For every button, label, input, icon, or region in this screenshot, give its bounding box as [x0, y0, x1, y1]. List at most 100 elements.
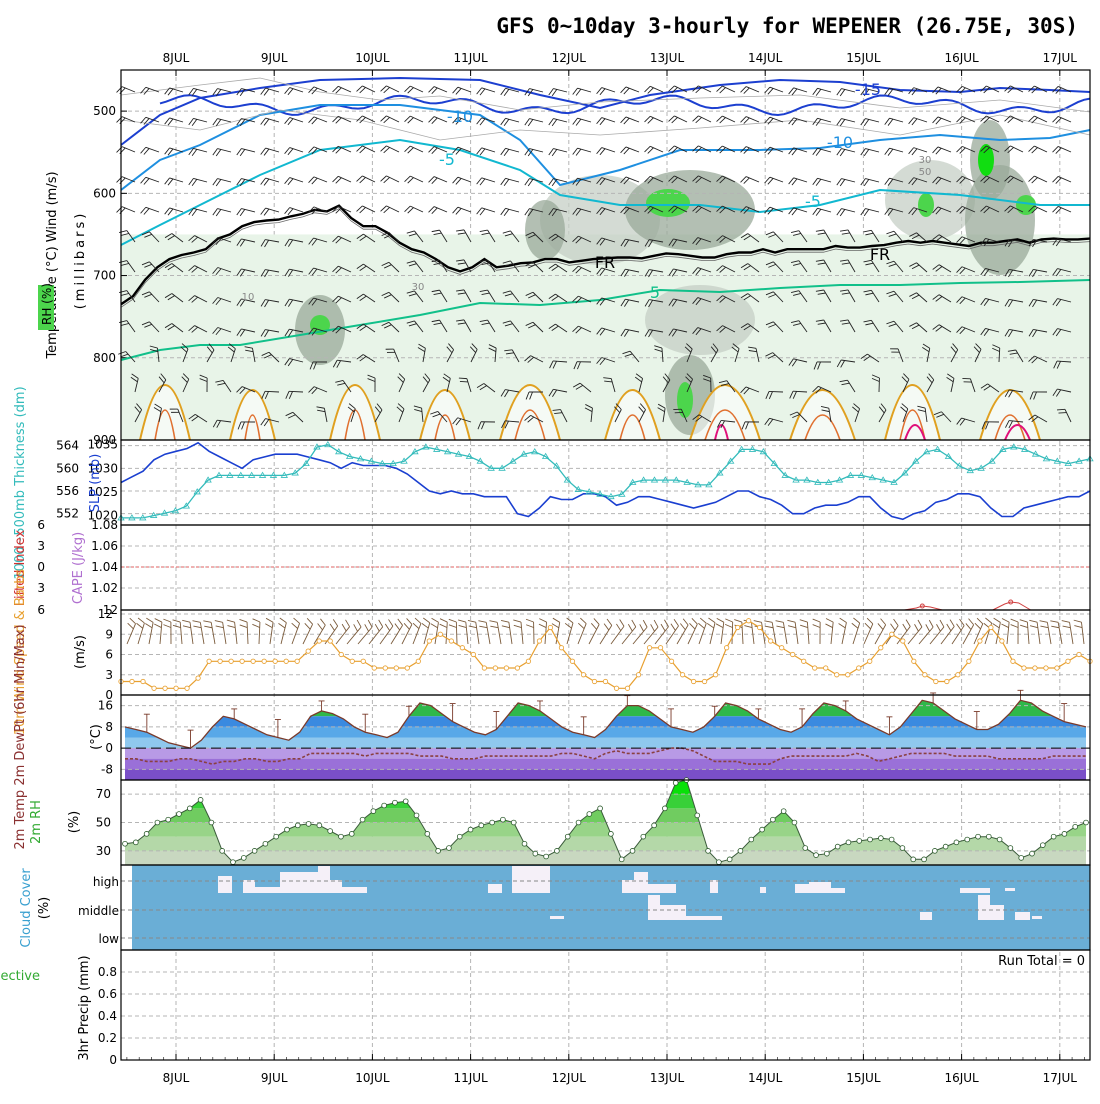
wind-barb [405, 86, 423, 93]
day-label-top: 11JUL [453, 51, 488, 65]
rh-point [382, 803, 387, 808]
li-tick-label: 3 [37, 581, 45, 595]
cloud-block [809, 882, 831, 893]
rh-band [121, 823, 1090, 837]
wind10m-barb [145, 618, 153, 644]
wind-barb [285, 88, 303, 95]
barb-flag [292, 623, 298, 628]
barb-flag [504, 209, 509, 215]
barb-flag [717, 116, 723, 122]
rh-point [457, 834, 462, 839]
rh-point [1019, 856, 1024, 861]
wind10m-barb [611, 620, 624, 644]
wind-barb [405, 146, 423, 153]
wind-speed-point [262, 659, 266, 663]
rh-tick-label: 50 [96, 816, 111, 830]
wind10m-barb [1040, 621, 1051, 644]
wind10m-barb [800, 620, 809, 644]
wind10m-barb [839, 618, 847, 644]
rh-point [155, 820, 160, 825]
barb-flag [360, 207, 366, 212]
contour-label: -5 [805, 192, 821, 211]
barb-staff [200, 622, 204, 644]
barb-flag [969, 619, 974, 625]
barb-flag [813, 148, 818, 154]
barb-flag [1032, 178, 1038, 184]
barb-flag [432, 230, 440, 231]
barb-flag [720, 88, 726, 94]
wind10m-barb [600, 619, 612, 644]
wind-barb [477, 118, 495, 125]
barb-flag [215, 621, 223, 623]
slp-tick-label: 1035 [87, 438, 118, 452]
wind-barb [213, 209, 231, 216]
rh-point [285, 827, 290, 832]
barb-flag [792, 119, 797, 125]
barb-flag [698, 623, 704, 628]
pressure-tick-label: 700 [93, 269, 116, 283]
barb-flag [477, 178, 482, 184]
barb-flag [449, 625, 457, 628]
barb-flag [864, 209, 869, 216]
wind-barb [933, 147, 951, 154]
barb-flag [576, 149, 581, 155]
wind-speed-point [284, 659, 288, 663]
wind10m-barb [1011, 619, 1018, 644]
wind-speed-point [1022, 666, 1026, 670]
wind10m-barb [173, 620, 182, 644]
barb-staff [1047, 622, 1051, 644]
wind-barb [117, 207, 135, 214]
barb-flag [864, 179, 869, 186]
wind-speed-point [372, 666, 376, 670]
barb-staff [1037, 622, 1040, 644]
wind-speed-point [218, 659, 222, 663]
wind-speed-point [1055, 666, 1059, 670]
barb-flag [839, 624, 846, 628]
wind10m-barb [369, 620, 383, 644]
cold-band [125, 769, 1086, 780]
barb-flag [725, 619, 732, 622]
barb-flag [240, 209, 245, 215]
wind-barb [261, 178, 279, 185]
barb-flag [318, 624, 323, 630]
barb-flag [429, 117, 435, 123]
wind-speed-point [438, 632, 442, 636]
cloud-block [218, 876, 232, 893]
barb-flag [1029, 146, 1035, 152]
barb-flag [240, 625, 248, 628]
cloud-block [760, 887, 766, 893]
barb-staff [677, 625, 688, 644]
wind10m-barb [776, 621, 787, 644]
barb-flag [886, 231, 894, 234]
barb-flag [628, 624, 632, 631]
barb-flag [826, 618, 833, 622]
barb-flag [864, 149, 869, 156]
barb-flag [671, 624, 675, 631]
barb-flag [514, 625, 522, 627]
barb-flag [408, 148, 414, 154]
thickness-panel-frame [121, 440, 1090, 525]
barb-flag [776, 626, 784, 628]
day-label-bottom: 11JUL [453, 1071, 488, 1085]
barb-flag [408, 118, 414, 124]
wind-barb [429, 117, 447, 124]
wind-barb [1029, 146, 1047, 153]
wind-speed-point [636, 673, 640, 677]
barb-flag [261, 118, 266, 124]
rh-point [209, 820, 214, 825]
barb-flag [1029, 620, 1037, 622]
barb-flag [680, 623, 685, 629]
barb-flag [1059, 413, 1067, 414]
wind-speed-point [857, 666, 861, 670]
wind-speed-point [658, 646, 662, 650]
wind-barb [285, 178, 303, 185]
barb-flag [336, 118, 342, 124]
barb-flag [816, 179, 821, 185]
cloud-block [255, 887, 280, 893]
wind-barb [933, 117, 951, 124]
barb-flag [1053, 176, 1059, 182]
rh-point [846, 840, 851, 845]
barb-flag [141, 117, 146, 123]
barb-flag [261, 148, 266, 154]
